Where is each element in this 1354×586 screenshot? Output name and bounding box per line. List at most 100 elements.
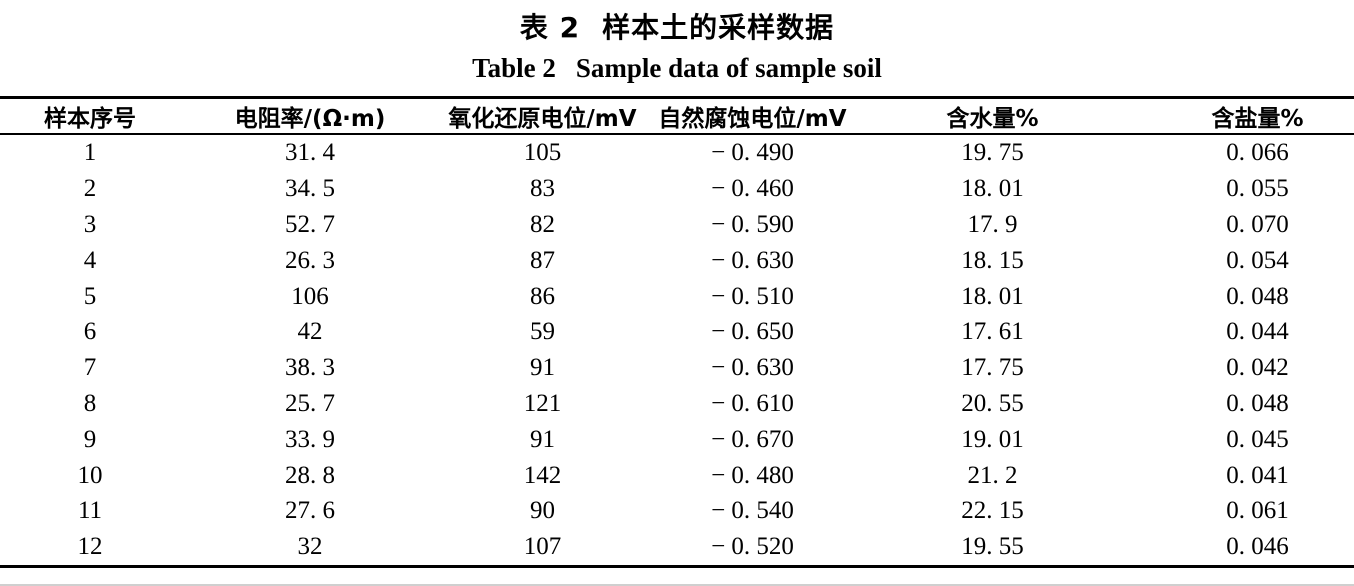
table-cell-redox-potential: 83 [530,175,555,203]
table-cell-salt-content: 0. 055 [1226,175,1289,203]
table-cell-water-content: 21. 2 [967,461,1018,489]
table-cell-corrosion-potential: − 0. 610 [711,389,794,417]
table-cell-corrosion-potential: − 0. 650 [711,318,794,346]
table-row: 3 52. 7 82 − 0. 590 17. 9 0. 070 [0,207,1354,243]
table-cell-salt-content: 0. 048 [1226,389,1289,417]
table-cell-corrosion-potential: − 0. 520 [711,533,794,561]
table-cell-redox-potential: 142 [523,461,562,489]
table-cell-water-content: 17. 9 [967,210,1018,238]
table-row: 4 26. 3 87 − 0. 630 18. 15 0. 054 [0,242,1354,278]
table-cell-sample-no: 5 [83,282,97,310]
table-cell-water-content: 19. 75 [961,139,1024,167]
table-cell-redox-potential: 86 [530,282,555,310]
table-row: 2 34. 5 83 − 0. 460 18. 01 0. 055 [0,171,1354,207]
table-cell-water-content: 18. 15 [961,246,1024,274]
table-row: 11 27. 6 90 − 0. 540 22. 15 0. 061 [0,493,1354,529]
table-cell-resistivity: 25. 7 [285,389,335,417]
table-cell-resistivity: 42 [297,318,323,346]
page-bottom-rule [0,584,1354,586]
table-cell-salt-content: 0. 042 [1226,354,1289,382]
table-cell-resistivity: 32 [297,533,323,561]
table-captions: 表 2 样本土的采样数据 Table 2 Sample data of sample… [0,0,1354,84]
table-cell-redox-potential: 107 [523,533,562,561]
table-cell-resistivity: 106 [291,282,329,310]
table-cell-corrosion-potential: − 0. 490 [711,139,794,167]
table-cell-sample-no: 4 [83,246,97,274]
table-cell-corrosion-potential: − 0. 540 [711,497,794,525]
column-header-salt-content: 含盐量% [1125,97,1354,135]
table-cell-redox-potential: 87 [530,246,555,274]
table-cell-resistivity: 31. 4 [285,139,335,167]
sample-soil-data-table: 样本序号 电阻率/(Ω·m) 氧化还原电位/mV 自然腐蚀电位/mV 含水量% 含盐量% … [0,96,1354,568]
table-cell-resistivity: 33. 9 [285,425,335,453]
table-cell-sample-no: 3 [83,210,97,238]
table-cell-water-content: 17. 61 [961,318,1024,346]
table-cell-sample-no: 11 [77,497,103,525]
column-header-redox-potential: 氧化还原电位/mV [440,97,645,135]
table-title-en-text: Sample data of sample soil [575,53,882,83]
table-cell-corrosion-potential: − 0. 590 [711,210,794,238]
table-cell-corrosion-potential: − 0. 480 [711,461,794,489]
table-cell-water-content: 19. 01 [961,425,1024,453]
table-cell-salt-content: 0. 041 [1226,461,1289,489]
table-cell-water-content: 19. 55 [961,533,1024,561]
table-cell-water-content: 17. 75 [961,354,1024,382]
table-cell-water-content: 22. 15 [961,497,1024,525]
table-cell-redox-potential: 121 [523,389,562,417]
table-row: 8 25. 7 121 − 0. 610 20. 55 0. 048 [0,386,1354,422]
table-cell-sample-no: 10 [77,461,103,489]
column-header-sample-no: 样本序号 [0,97,180,135]
table-cell-water-content: 18. 01 [961,282,1024,310]
table-cell-salt-content: 0. 046 [1226,533,1289,561]
table-cell-redox-potential: 91 [530,425,555,453]
table-cell-resistivity: 38. 3 [285,354,335,382]
table-number-en: Table 2 [472,53,556,83]
table-cell-redox-potential: 90 [530,497,555,525]
table-row: 10 28. 8 142 − 0. 480 21. 2 0. 041 [0,457,1354,493]
column-header-corrosion-potential: 自然腐蚀电位/mV [645,97,860,135]
table-cell-resistivity: 34. 5 [285,175,335,203]
table-cell-sample-no: 12 [77,533,103,561]
table-cell-redox-potential: 82 [530,210,555,238]
table-cell-water-content: 18. 01 [961,175,1024,203]
table-cell-sample-no: 7 [83,354,97,382]
table-cell-salt-content: 0. 070 [1226,210,1289,238]
table-cell-redox-potential: 91 [530,354,555,382]
table-row: 7 38. 3 91 − 0. 630 17. 75 0. 042 [0,350,1354,386]
table-number-cn: 表 2 [519,11,581,44]
table-cell-sample-no: 2 [83,175,97,203]
table-cell-redox-potential: 59 [530,318,555,346]
table-cell-sample-no: 1 [83,139,97,167]
table-title-cn: 表 2 样本土的采样数据 [0,0,1354,43]
column-header-resistivity: 电阻率/(Ω·m) [180,97,440,135]
table-cell-redox-potential: 105 [523,139,562,167]
table-cell-salt-content: 0. 054 [1226,246,1289,274]
table-cell-water-content: 20. 55 [961,389,1024,417]
table-row: 1 31. 4 105 − 0. 490 19. 75 0. 066 [0,134,1354,171]
table-row: 9 33. 9 91 − 0. 670 19. 01 0. 045 [0,421,1354,457]
table-row: 5 106 86 − 0. 510 18. 01 0. 048 [0,278,1354,314]
table-header-row: 样本序号 电阻率/(Ω·m) 氧化还原电位/mV 自然腐蚀电位/mV 含水量% 含盐量% [0,97,1354,135]
table-body: 1 31. 4 105− 0. 490 19. 75 0. 066 2 34. 5 83− 0… [0,134,1354,566]
table-row: 12 32 107 − 0. 520 19. 55 0. 046 [0,529,1354,566]
table-cell-corrosion-potential: − 0. 510 [711,282,794,310]
table-cell-resistivity: 26. 3 [285,246,335,274]
column-header-water-content: 含水量% [860,97,1125,135]
table-cell-salt-content: 0. 048 [1226,282,1289,310]
table-row: 6 42 59 − 0. 650 17. 61 0. 044 [0,314,1354,350]
table-cell-sample-no: 8 [83,389,97,417]
table-cell-corrosion-potential: − 0. 630 [711,246,794,274]
table-cell-sample-no: 9 [83,425,97,453]
table-cell-corrosion-potential: − 0. 630 [711,354,794,382]
table-title-cn-text: 样本土的采样数据 [602,11,835,44]
table-cell-corrosion-potential: − 0. 460 [711,175,794,203]
table-cell-sample-no: 6 [83,318,97,346]
table-cell-resistivity: 52. 7 [285,210,335,238]
table-cell-resistivity: 28. 8 [285,461,335,489]
table-cell-salt-content: 0. 061 [1226,497,1289,525]
table-title-en: Table 2 Sample data of sample soil [0,53,1354,83]
table-cell-salt-content: 0. 045 [1226,425,1289,453]
table-cell-corrosion-potential: − 0. 670 [711,425,794,453]
table-cell-resistivity: 27. 6 [285,497,335,525]
table-cell-salt-content: 0. 044 [1226,318,1289,346]
